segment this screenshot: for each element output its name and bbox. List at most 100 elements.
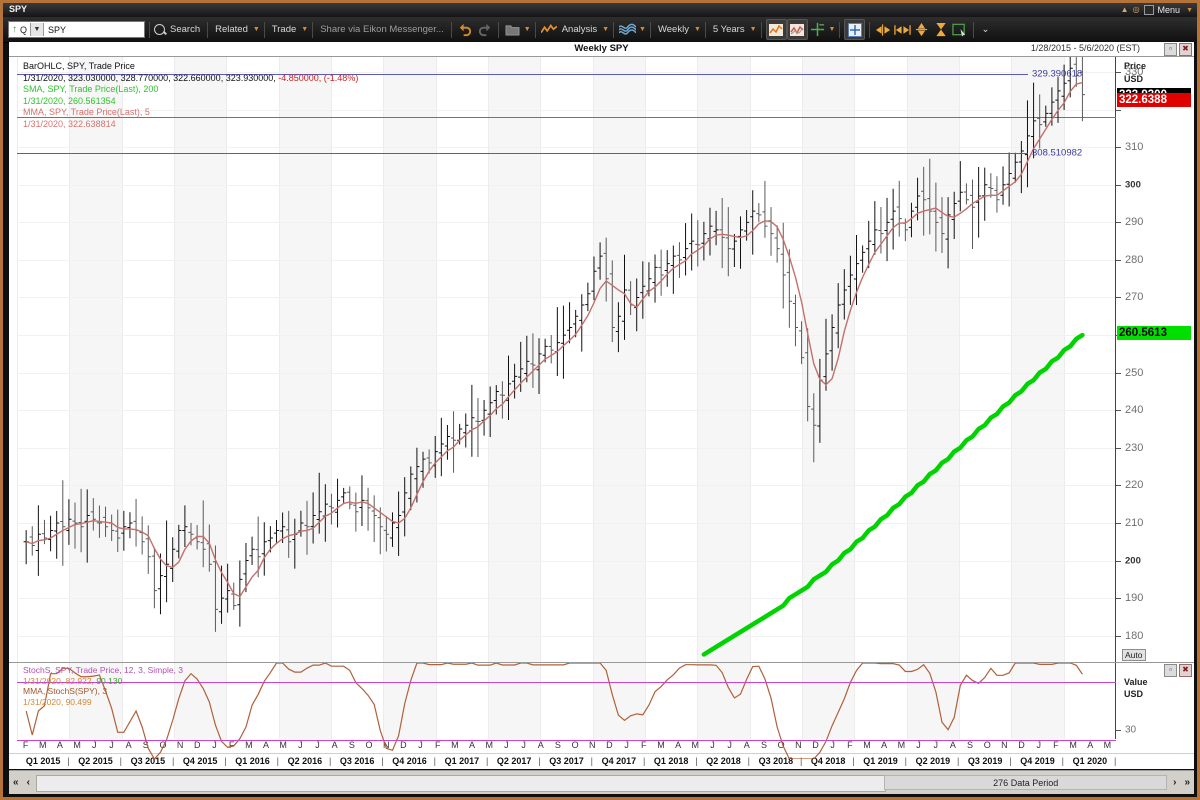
chevron-down-icon[interactable]: ▼ bbox=[1186, 6, 1193, 14]
scroll-next-button[interactable]: › bbox=[1173, 777, 1177, 788]
sma-tag: 260.5613 bbox=[1117, 325, 1191, 340]
quote-icon: Q bbox=[20, 24, 28, 35]
trade-button[interactable]: Trade bbox=[271, 24, 297, 35]
quarter-label: Q3 2017 bbox=[549, 756, 584, 766]
scroll-track[interactable]: 276 Data Period bbox=[35, 775, 1168, 792]
price-tick-240: 240 bbox=[1125, 404, 1144, 417]
month-label: A bbox=[331, 740, 338, 750]
window-title: SPY bbox=[9, 4, 28, 14]
resistance-line[interactable] bbox=[17, 74, 1028, 76]
overlay-chart-icon[interactable] bbox=[786, 19, 808, 40]
window-menu-button[interactable]: Menu bbox=[1157, 5, 1181, 15]
search-input[interactable]: ↑ Q ▼ SPY bbox=[8, 21, 145, 38]
horizontal-scale-icon[interactable] bbox=[874, 20, 893, 39]
select-region-icon[interactable] bbox=[950, 20, 969, 39]
stochastic-pane: ▫ ✖ StochS, SPY, Trade Price, 12, 3, Sim… bbox=[9, 662, 1194, 759]
scroll-thumb[interactable] bbox=[35, 775, 887, 792]
month-label: S bbox=[760, 740, 767, 750]
quarter-separator: | bbox=[852, 756, 855, 766]
range-selector[interactable]: 5 Years bbox=[712, 24, 745, 35]
month-label: S bbox=[142, 740, 149, 750]
grid-icon[interactable] bbox=[844, 19, 866, 40]
month-label: J bbox=[504, 740, 509, 750]
quarter-separator: | bbox=[67, 756, 70, 766]
close-icon[interactable]: ✖ bbox=[1179, 664, 1192, 677]
analysis-button[interactable]: Analysis bbox=[561, 24, 598, 35]
search-icon[interactable] bbox=[154, 24, 165, 35]
price-pane: BarOHLC, SPY, Trade Price 1/31/2020, 323… bbox=[9, 56, 1194, 662]
quarter-label: Q1 2020 bbox=[1072, 756, 1108, 766]
folder-icon[interactable] bbox=[503, 20, 522, 39]
price-legend: BarOHLC, SPY, Trade Price 1/31/2020, 323… bbox=[23, 61, 358, 131]
month-label: M bbox=[279, 740, 287, 750]
chevron-down-icon[interactable]: ▼ bbox=[301, 26, 309, 33]
restore-icon[interactable] bbox=[1143, 5, 1154, 15]
undo-icon[interactable] bbox=[456, 20, 475, 39]
scroll-first-button[interactable]: « bbox=[13, 777, 19, 788]
search-button[interactable]: Search bbox=[170, 24, 201, 35]
month-label: M bbox=[863, 740, 871, 750]
share-eikon-messenger-button[interactable]: Share via Eikon Messenger... bbox=[320, 24, 444, 35]
month-label: S bbox=[967, 740, 974, 750]
close-icon[interactable]: ✖ bbox=[1179, 43, 1192, 56]
price-tick-270: 270 bbox=[1125, 291, 1144, 304]
help-icon[interactable]: ◎ bbox=[1132, 5, 1140, 14]
crosshair-icon[interactable] bbox=[808, 20, 827, 39]
chevron-double-down-icon[interactable]: ⌄ bbox=[981, 24, 990, 35]
month-label: M bbox=[1103, 740, 1112, 750]
vertical-scale-icon[interactable] bbox=[912, 20, 931, 39]
hourglass-icon[interactable] bbox=[931, 20, 950, 39]
wave-indicator-icon[interactable] bbox=[618, 20, 637, 39]
month-label: J bbox=[624, 740, 629, 750]
month-label: J bbox=[521, 740, 526, 750]
chevron-down-icon[interactable]: ▼ bbox=[639, 26, 646, 33]
stoch-axis-header-2: USD bbox=[1124, 689, 1144, 699]
scroll-last-button[interactable]: » bbox=[1184, 777, 1190, 788]
line-chart-icon[interactable] bbox=[765, 19, 787, 40]
price-plot-area[interactable]: 329.390618 308.510982 bbox=[17, 57, 1116, 662]
month-label: O bbox=[365, 740, 373, 750]
month-label: J bbox=[727, 740, 732, 750]
month-label: O bbox=[777, 740, 785, 750]
legend-stoch-title: StochS, SPY, Trade Price, 12, 3, Simple,… bbox=[23, 665, 184, 675]
month-label: M bbox=[451, 740, 459, 750]
arrow-up-icon: ↑ bbox=[12, 24, 17, 35]
scroll-prev-button[interactable]: ‹ bbox=[26, 777, 30, 788]
quarter-separator: | bbox=[643, 756, 646, 766]
month-label: F bbox=[1053, 740, 1059, 750]
stochastic-plot-area[interactable] bbox=[17, 663, 1116, 759]
quarter-separator: | bbox=[276, 756, 279, 766]
quarter-separator: | bbox=[695, 756, 698, 766]
pin-icon[interactable]: ▲ bbox=[1120, 5, 1129, 14]
related-button[interactable]: Related bbox=[215, 24, 248, 35]
quarter-separator: | bbox=[486, 756, 489, 766]
chevron-down-icon[interactable]: ▼ bbox=[30, 23, 45, 36]
collapse-icon[interactable] bbox=[893, 20, 912, 39]
stochastic-legend: StochS, SPY, Trade Price, 12, 3, Simple,… bbox=[23, 665, 183, 707]
month-label: N bbox=[176, 740, 184, 750]
price-auto-button[interactable]: Auto bbox=[1122, 649, 1146, 661]
quarter-separator: | bbox=[329, 756, 332, 766]
quarter-labels: Q1 2015 | Q2 2015 | Q3 2015 | Q4 2015 | Q1 2016 |… bbox=[9, 753, 1194, 769]
chevron-down-icon[interactable]: ▼ bbox=[602, 26, 610, 33]
chevron-down-icon[interactable]: ▼ bbox=[523, 26, 531, 33]
month-label: M bbox=[897, 740, 906, 750]
horizontal-scrollbar[interactable]: « ‹ 276 Data Period › » bbox=[9, 770, 1194, 794]
minimize-icon[interactable]: ▫ bbox=[1164, 43, 1177, 56]
chevron-down-icon[interactable]: ▼ bbox=[828, 26, 836, 33]
redo-icon[interactable] bbox=[475, 20, 494, 39]
interval-selector[interactable]: Weekly bbox=[657, 24, 689, 35]
minimize-icon[interactable]: ▫ bbox=[1164, 664, 1177, 677]
price-axis[interactable]: Price USD 330 310 300 290 280 270 250 240 230 220… bbox=[1115, 57, 1194, 662]
chevron-down-icon[interactable]: ▼ bbox=[693, 26, 701, 33]
support-line[interactable] bbox=[17, 152, 1028, 154]
stoch-band-20 bbox=[17, 739, 1116, 741]
chevron-down-icon[interactable]: ▼ bbox=[252, 26, 260, 33]
quarter-label: Q4 2016 bbox=[392, 756, 427, 766]
quarter-label: Q1 2016 bbox=[235, 756, 270, 766]
stoch-tick-30: 30 bbox=[1125, 724, 1137, 736]
month-label: M bbox=[1069, 740, 1077, 750]
chevron-down-icon[interactable]: ▼ bbox=[749, 26, 757, 33]
month-label: J bbox=[710, 740, 715, 750]
